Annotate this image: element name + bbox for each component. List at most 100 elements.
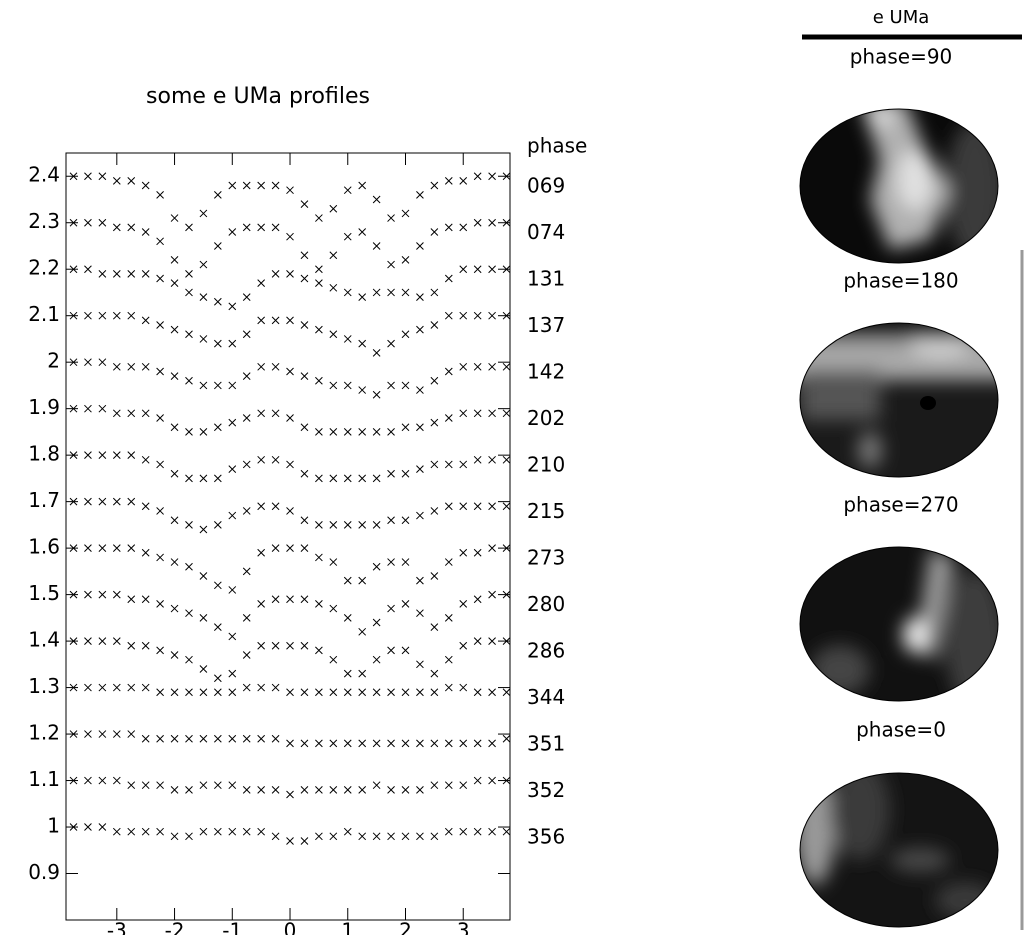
marker	[286, 316, 294, 325]
marker	[444, 781, 453, 790]
marker	[358, 428, 367, 436]
marker	[488, 776, 496, 785]
marker	[372, 349, 381, 357]
marker	[300, 837, 309, 845]
marker	[416, 386, 424, 394]
marker	[459, 311, 468, 320]
marker	[358, 627, 367, 636]
marker	[387, 739, 395, 748]
marker	[502, 776, 511, 785]
marker	[199, 665, 208, 673]
marker	[199, 260, 208, 269]
marker	[459, 409, 468, 418]
marker	[416, 325, 424, 334]
marker	[170, 734, 179, 743]
marker	[315, 646, 323, 655]
marker	[343, 288, 352, 297]
marker	[271, 502, 280, 511]
marker	[199, 381, 208, 390]
marker	[358, 474, 367, 483]
marker	[300, 739, 309, 748]
marker	[401, 516, 410, 525]
marker	[271, 734, 280, 743]
marker	[257, 600, 266, 608]
marker	[502, 590, 511, 599]
marker	[127, 730, 136, 738]
marker	[228, 669, 237, 678]
marker	[84, 265, 92, 274]
marker	[228, 339, 237, 348]
marker	[156, 274, 164, 283]
marker	[358, 832, 367, 841]
marker	[372, 288, 381, 297]
marker	[286, 688, 294, 697]
marker	[343, 827, 352, 836]
marker	[156, 460, 164, 469]
marker	[358, 688, 367, 697]
marker	[286, 837, 294, 845]
marker	[430, 228, 439, 236]
marker	[84, 730, 92, 738]
marker	[156, 237, 164, 246]
plot-frame	[65, 152, 511, 921]
marker	[416, 465, 424, 473]
marker	[329, 381, 338, 390]
marker	[228, 381, 237, 390]
marker	[199, 688, 208, 697]
marker	[84, 637, 92, 645]
y-tick-label: 2.1	[28, 302, 60, 326]
marker	[329, 204, 338, 213]
marker	[98, 730, 107, 738]
marker	[286, 507, 294, 515]
series-label: 069	[527, 174, 565, 198]
marker	[127, 641, 136, 650]
marker	[112, 683, 121, 692]
marker	[199, 572, 208, 580]
marker	[300, 423, 309, 432]
marker	[387, 428, 395, 436]
y-tick-label: 1.6	[28, 535, 60, 559]
marker	[213, 381, 222, 390]
marker	[242, 567, 251, 576]
marker	[242, 613, 251, 622]
marker	[444, 683, 453, 692]
marker	[300, 544, 309, 552]
marker	[343, 688, 352, 697]
marker	[228, 688, 237, 697]
marker	[444, 223, 453, 232]
marker	[84, 497, 92, 506]
marker	[286, 414, 294, 422]
marker	[358, 521, 367, 529]
marker	[213, 623, 222, 631]
marker	[488, 265, 496, 274]
marker	[170, 785, 179, 794]
marker	[69, 404, 78, 413]
marker	[430, 288, 439, 297]
marker	[170, 279, 179, 288]
marker	[199, 428, 208, 436]
marker	[156, 190, 164, 199]
marker	[98, 404, 107, 413]
marker	[473, 218, 482, 227]
marker	[430, 376, 439, 385]
series-label: 280	[527, 592, 565, 616]
marker	[401, 646, 410, 655]
marker	[502, 265, 511, 274]
y-tick-label: 1.3	[28, 674, 60, 698]
marker	[199, 293, 208, 301]
marker	[430, 321, 439, 329]
marker	[84, 823, 92, 831]
marker	[185, 562, 193, 571]
marker	[213, 581, 222, 590]
marker	[459, 600, 468, 608]
marker	[401, 558, 410, 566]
marker	[387, 381, 395, 390]
y-tick-label: 1.2	[28, 721, 60, 745]
marker	[430, 739, 439, 748]
x-tick-label: -1	[222, 919, 242, 935]
marker	[416, 576, 424, 585]
marker	[242, 785, 251, 794]
marker	[358, 739, 367, 748]
marker	[69, 218, 78, 227]
marker	[315, 600, 323, 608]
